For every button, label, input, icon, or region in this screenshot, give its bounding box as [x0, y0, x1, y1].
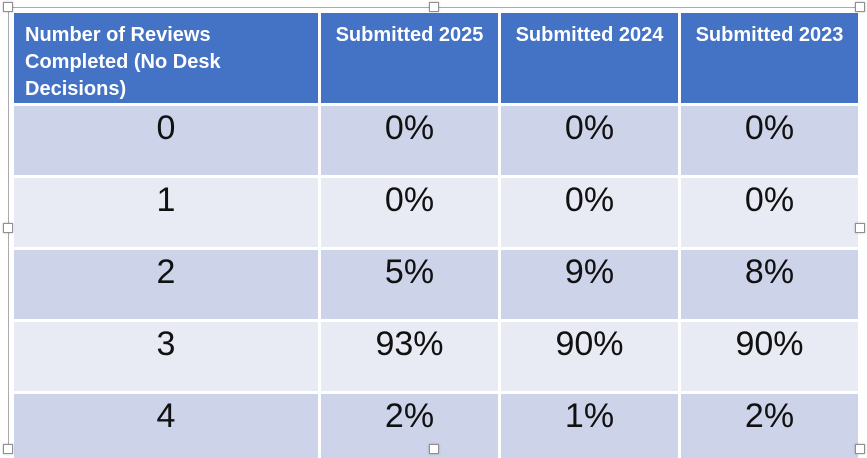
header-cell-submitted-2023[interactable]: Submitted 2023 [678, 10, 861, 106]
selection-handle-bottom-right[interactable] [855, 444, 865, 454]
row-label-cell[interactable]: 2 [11, 247, 321, 322]
data-cell[interactable]: 90% [678, 319, 861, 394]
table-row: 3 93% 90% 90% [11, 319, 861, 394]
data-cell[interactable]: 9% [498, 247, 681, 322]
data-cell[interactable]: 0% [318, 103, 501, 178]
selection-handle-middle-right[interactable] [855, 223, 865, 233]
data-cell[interactable]: 8% [678, 247, 861, 322]
selection-handle-top-left[interactable] [3, 2, 13, 12]
header-row: Number of Reviews Completed (No Desk Dec… [11, 10, 861, 106]
data-cell[interactable]: 2% [318, 391, 501, 458]
table-row: 0 0% 0% 0% [11, 103, 861, 178]
data-cell[interactable]: 93% [318, 319, 501, 394]
data-cell[interactable]: 5% [318, 247, 501, 322]
header-cell-reviews-completed[interactable]: Number of Reviews Completed (No Desk Dec… [11, 10, 321, 106]
data-cell[interactable]: 90% [498, 319, 681, 394]
selection-handle-top-right[interactable] [855, 2, 865, 12]
reviews-completed-table: Number of Reviews Completed (No Desk Dec… [11, 10, 861, 458]
table-row: 1 0% 0% 0% [11, 175, 861, 250]
row-label-cell[interactable]: 1 [11, 175, 321, 250]
data-cell[interactable]: 0% [498, 175, 681, 250]
selection-handle-bottom-center[interactable] [429, 444, 439, 454]
data-cell[interactable]: 0% [318, 175, 501, 250]
data-cell[interactable]: 0% [678, 175, 861, 250]
row-label-cell[interactable]: 4 [11, 391, 321, 458]
header-cell-submitted-2024[interactable]: Submitted 2024 [498, 10, 681, 106]
data-cell[interactable]: 0% [678, 103, 861, 178]
selection-handle-top-center[interactable] [429, 2, 439, 12]
data-cell[interactable]: 0% [498, 103, 681, 178]
data-cell[interactable]: 1% [498, 391, 681, 458]
row-label-cell[interactable]: 0 [11, 103, 321, 178]
table-row: 4 2% 1% 2% [11, 391, 861, 458]
data-cell[interactable]: 2% [678, 391, 861, 458]
row-label-cell[interactable]: 3 [11, 319, 321, 394]
table-row: 2 5% 9% 8% [11, 247, 861, 322]
selection-handle-bottom-left[interactable] [3, 444, 13, 454]
selection-handle-middle-left[interactable] [3, 223, 13, 233]
header-cell-submitted-2025[interactable]: Submitted 2025 [318, 10, 501, 106]
